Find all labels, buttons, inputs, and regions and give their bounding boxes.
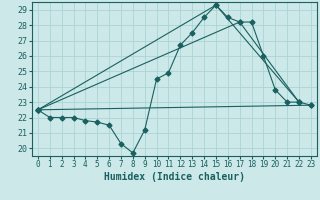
- X-axis label: Humidex (Indice chaleur): Humidex (Indice chaleur): [104, 172, 245, 182]
